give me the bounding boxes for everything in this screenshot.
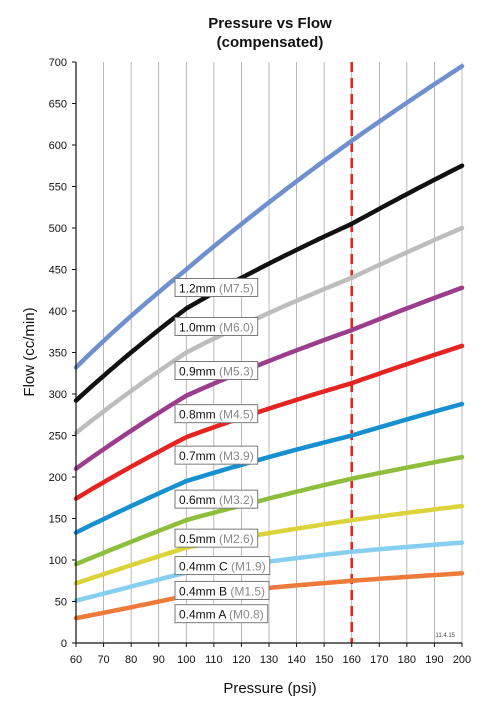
series-label-box-7 xyxy=(174,556,271,576)
series-label-box-9 xyxy=(174,604,269,624)
series-label-7: 0.4mm C (M1.9) xyxy=(174,556,271,576)
series-label-2: 0.9mm (M5.3) xyxy=(174,361,259,380)
series-label-name-2: 0.9mm xyxy=(179,365,219,379)
series-label-box-6 xyxy=(174,528,259,548)
x-axis-label: Pressure (psi) xyxy=(223,680,316,697)
y-tick-label-200: 200 xyxy=(49,472,67,484)
series-label-name-8: 0.4mm B xyxy=(179,584,230,598)
series-label-4: 0.7mm (M3.9) xyxy=(174,445,259,465)
series-labels: 1.2mm (M7.5) 1.0mm (M6.0) 0.9mm (M5.3) 0.8m… xyxy=(174,278,271,624)
x-tick-label-200: 200 xyxy=(453,654,471,666)
series-label-text-0: 1.2mm (M7.5) xyxy=(179,282,254,296)
tick-labels: 60 70 80 90 100 110 120 130 140 150 160 170 180 190 20… xyxy=(49,57,472,666)
series-line-7 xyxy=(73,503,465,586)
series-label-text-4: 0.7mm (M3.9) xyxy=(179,449,254,463)
y-tick-label-400: 400 xyxy=(49,306,67,318)
series-label-box-0 xyxy=(174,278,259,297)
series-label-code-1: (M6.0) xyxy=(219,321,254,335)
date-stamp: 11.4.15 xyxy=(435,633,455,639)
x-tick-label-100: 100 xyxy=(177,654,195,666)
x-tick-label-130: 130 xyxy=(260,654,278,666)
y-tick-label-300: 300 xyxy=(49,389,67,401)
series-label-code-8: (M1.5) xyxy=(230,584,265,598)
x-tick-label-190: 190 xyxy=(425,654,443,666)
series-label-name-3: 0.8mm xyxy=(179,408,219,422)
series-label-code-0: (M7.5) xyxy=(219,282,254,296)
series-label-code-7: (M1.9) xyxy=(231,560,266,574)
series-label-code-2: (M5.3) xyxy=(219,365,254,379)
series-label-name-1: 1.0mm xyxy=(179,321,219,335)
chart-title: Pressure vs Flow xyxy=(208,15,332,32)
x-tick-label-150: 150 xyxy=(315,654,333,666)
x-tick-label-160: 160 xyxy=(343,654,361,666)
x-tick-label-110: 110 xyxy=(205,654,223,666)
series-label-box-8 xyxy=(174,580,270,600)
series-label-name-9: 0.4mm A xyxy=(179,608,229,622)
series-line-2 xyxy=(73,225,465,436)
x-tick-label-170: 170 xyxy=(370,654,388,666)
chart-subtitle: (compensated) xyxy=(217,34,324,51)
y-tick-label-0: 0 xyxy=(61,638,67,650)
series-label-text-2: 0.9mm (M5.3) xyxy=(179,365,254,379)
series-label-name-7: 0.4mm C xyxy=(179,560,231,574)
series-label-code-4: (M3.9) xyxy=(219,449,254,463)
series-label-box-5 xyxy=(174,489,259,509)
series-label-name-0: 1.2mm xyxy=(179,282,219,296)
series-label-code-6: (M2.6) xyxy=(219,532,254,546)
series-label-5: 0.6mm (M3.2) xyxy=(174,489,259,509)
x-tick-label-120: 120 xyxy=(232,654,250,666)
series-label-name-6: 0.5mm xyxy=(179,532,219,546)
series-label-box-2 xyxy=(174,361,259,380)
series-label-9: 0.4mm A (M0.8) xyxy=(174,604,269,624)
series-label-code-3: (M4.5) xyxy=(219,408,254,422)
axes xyxy=(72,61,463,647)
series-label-text-8: 0.4mm B (M1.5) xyxy=(179,584,265,598)
series-line-5 xyxy=(73,401,465,535)
x-tick-label-90: 90 xyxy=(153,654,165,666)
series-label-code-9: (M0.8) xyxy=(229,608,264,622)
y-axis-label: Flow (cc/min) xyxy=(21,307,38,396)
series-label-box-1 xyxy=(174,317,259,337)
series-line-0 xyxy=(73,63,465,370)
series-label-text-1: 1.0mm (M6.0) xyxy=(179,321,254,335)
series-label-6: 0.5mm (M2.6) xyxy=(174,528,259,548)
y-tick-label-600: 600 xyxy=(49,140,67,152)
series-label-8: 0.4mm B (M1.5) xyxy=(174,580,270,600)
x-tick-label-180: 180 xyxy=(398,654,416,666)
y-tick-label-650: 650 xyxy=(49,99,67,111)
series-label-name-5: 0.6mm xyxy=(179,493,219,507)
series-label-text-6: 0.5mm (M2.6) xyxy=(179,532,254,546)
series-label-code-5: (M3.2) xyxy=(219,493,254,507)
series-line-4 xyxy=(73,343,465,501)
series-label-3: 0.8mm (M4.5) xyxy=(174,404,259,424)
x-tick-label-60: 60 xyxy=(70,654,82,666)
series-line-1 xyxy=(73,163,465,403)
x-tick-label-140: 140 xyxy=(287,654,305,666)
y-tick-label-550: 550 xyxy=(49,182,67,194)
series-label-1: 1.0mm (M6.0) xyxy=(174,317,259,337)
series-label-box-3 xyxy=(174,404,259,424)
x-tick-label-80: 80 xyxy=(125,654,137,666)
series-line-3 xyxy=(73,285,465,471)
series-label-text-9: 0.4mm A (M0.8) xyxy=(179,608,264,622)
y-tick-label-50: 50 xyxy=(55,597,67,609)
y-tick-label-350: 350 xyxy=(49,348,67,360)
y-tick-label-450: 450 xyxy=(49,265,67,277)
series-label-box-4 xyxy=(174,445,259,465)
series-label-text-7: 0.4mm C (M1.9) xyxy=(179,560,266,574)
series-label-name-4: 0.7mm xyxy=(179,449,219,463)
x-tick-label-70: 70 xyxy=(97,654,109,666)
series-label-text-5: 0.6mm (M3.2) xyxy=(179,493,254,507)
y-tick-label-250: 250 xyxy=(49,431,67,443)
series-label-text-3: 0.8mm (M4.5) xyxy=(179,408,254,422)
y-tick-label-700: 700 xyxy=(49,57,67,69)
series-label-0: 1.2mm (M7.5) xyxy=(174,278,259,297)
y-tick-label-150: 150 xyxy=(49,514,67,526)
y-tick-label-500: 500 xyxy=(49,223,67,235)
series-line-6 xyxy=(73,454,465,567)
y-tick-label-100: 100 xyxy=(49,555,67,567)
